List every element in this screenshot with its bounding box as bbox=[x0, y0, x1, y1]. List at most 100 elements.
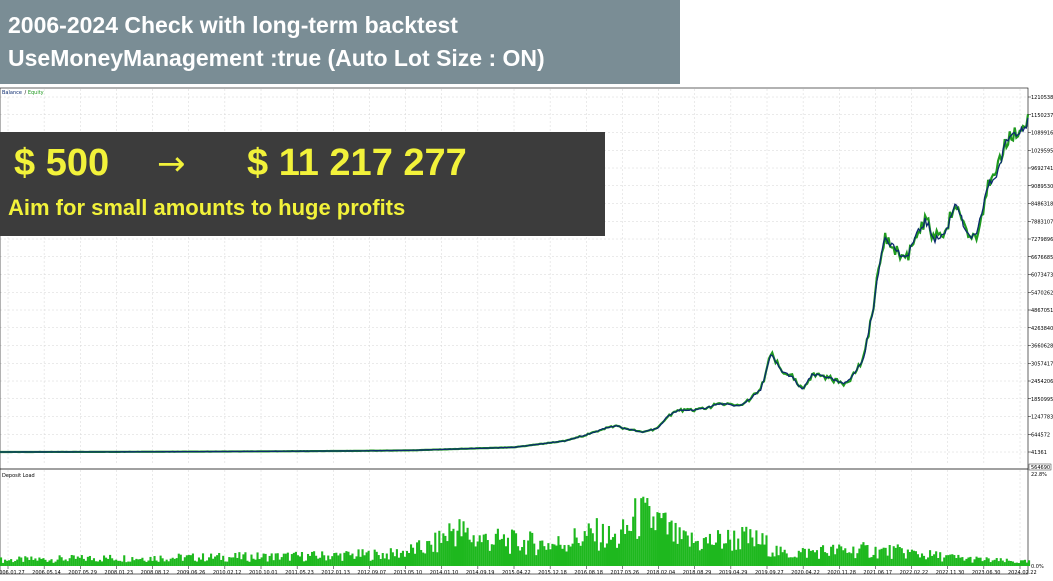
deposit-load-bar bbox=[559, 544, 562, 566]
deposit-load-bar bbox=[100, 561, 104, 566]
deposit-load-bar bbox=[834, 554, 837, 566]
deposit-load-bar bbox=[395, 549, 398, 566]
deposit-load-bar bbox=[733, 530, 736, 566]
deposit-load-bar bbox=[854, 558, 857, 566]
deposit-load-bar bbox=[1021, 560, 1025, 566]
deposit-load-bar bbox=[478, 535, 481, 566]
deposit-load-bar bbox=[1019, 560, 1023, 566]
deposit-load-bar bbox=[765, 535, 768, 566]
deposit-load-bar bbox=[448, 523, 451, 566]
deposit-load-bar bbox=[240, 559, 243, 566]
deposit-load-bar bbox=[313, 551, 316, 566]
deposit-load-bar bbox=[587, 523, 590, 566]
deposit-load-bar bbox=[807, 548, 810, 566]
deposit-load-bar bbox=[157, 561, 160, 566]
deposit-load-bar bbox=[339, 553, 342, 566]
deposit-load-bar bbox=[151, 560, 154, 566]
deposit-load-bar bbox=[323, 555, 326, 566]
x-tick-label: 2014.09.19 bbox=[466, 570, 495, 576]
deposit-load-bar bbox=[694, 541, 697, 566]
deposit-load-bar bbox=[702, 538, 705, 566]
deposit-load-bar bbox=[735, 549, 738, 566]
deposit-load-bar bbox=[391, 552, 394, 566]
deposit-load-bar bbox=[32, 559, 35, 566]
deposit-load-bar bbox=[498, 539, 501, 566]
deposit-load-bar bbox=[789, 557, 792, 566]
y-tick-label: 41361 bbox=[1031, 450, 1047, 456]
deposit-load-bar bbox=[331, 556, 334, 566]
y-tick-label: 1850995 bbox=[1031, 397, 1053, 403]
deposit-load-bar bbox=[533, 543, 536, 566]
deposit-load-bar bbox=[329, 559, 332, 566]
deposit-load-bar bbox=[866, 544, 869, 566]
deposit-load-bar bbox=[721, 548, 724, 566]
deposit-load-bar bbox=[191, 553, 194, 566]
deposit-load-bar bbox=[228, 557, 231, 566]
x-tick-label: 2018.02.04 bbox=[647, 570, 676, 576]
y-tick-label: 3660628 bbox=[1031, 344, 1053, 350]
deposit-load-bar bbox=[210, 553, 213, 566]
deposit-load-bar bbox=[153, 556, 156, 566]
deposit-load-bar bbox=[615, 547, 619, 566]
deposit-load-bar bbox=[2, 562, 5, 566]
deposit-load-bar bbox=[197, 557, 201, 566]
deposit-load-bar bbox=[203, 561, 207, 566]
header-banner: 2006-2024 Check with long-term backtest … bbox=[0, 0, 680, 84]
deposit-load-bar bbox=[670, 520, 673, 566]
deposit-load-bar bbox=[539, 540, 542, 566]
deposit-load-bar bbox=[252, 558, 255, 566]
deposit-load-bar bbox=[135, 558, 138, 566]
deposit-load-bar bbox=[119, 560, 122, 566]
deposit-load-bar bbox=[373, 549, 376, 566]
deposit-load-bar bbox=[712, 544, 716, 566]
deposit-load-bar bbox=[743, 531, 746, 566]
legend-equity: Equity bbox=[28, 90, 44, 96]
deposit-load-bar bbox=[385, 553, 388, 566]
deposit-load-bar bbox=[502, 534, 505, 566]
deposit-load-bar bbox=[494, 533, 497, 566]
deposit-load-bar bbox=[486, 540, 489, 566]
deposit-load-bar bbox=[971, 562, 974, 566]
deposit-load-bar bbox=[894, 547, 897, 566]
deposit-load-bar bbox=[573, 528, 576, 566]
deposit-load-bar bbox=[143, 560, 146, 566]
deposit-load-bar bbox=[14, 560, 17, 566]
deposit-load-bar bbox=[961, 557, 964, 566]
deposit-load-bar bbox=[226, 561, 229, 566]
deposit-load-bar bbox=[381, 553, 384, 566]
x-tick-label: 2020.11.28 bbox=[827, 570, 856, 576]
deposit-load-bar bbox=[127, 561, 130, 566]
deposit-load-bar bbox=[698, 550, 701, 566]
deposit-load-bar bbox=[824, 552, 827, 566]
deposit-load-bar bbox=[634, 498, 637, 566]
deposit-load-bar bbox=[939, 552, 942, 566]
deposit-load-bar bbox=[416, 542, 419, 566]
deposit-load-bar bbox=[78, 557, 81, 566]
deposit-load-bar bbox=[129, 561, 132, 566]
deposit-load-bar bbox=[454, 546, 457, 566]
start-amount: $ 500 bbox=[14, 142, 110, 184]
deposit-load-bar bbox=[115, 559, 118, 566]
deposit-load-bar bbox=[937, 557, 940, 566]
deposit-load-bar bbox=[836, 548, 839, 566]
y-axis: 12105386 11502375 10899163 10295952 9692741 9… bbox=[1028, 95, 1053, 471]
deposit-load-bar bbox=[571, 543, 574, 566]
deposit-load-bar bbox=[181, 560, 184, 566]
deposit-load-bar bbox=[781, 552, 784, 566]
deposit-load-bar bbox=[852, 546, 855, 566]
deposit-load-bar bbox=[577, 543, 580, 566]
deposit-load-bar bbox=[12, 562, 15, 566]
deposit-load-bar bbox=[403, 556, 407, 566]
deposit-load-bar bbox=[18, 556, 21, 566]
deposit-load-bar bbox=[22, 561, 25, 566]
deposit-load-bar bbox=[541, 540, 544, 566]
deposit-load-bar bbox=[557, 536, 560, 566]
deposit-load-bar bbox=[367, 550, 370, 566]
deposit-load-bar bbox=[957, 554, 960, 566]
deposit-load-bar bbox=[52, 562, 55, 566]
deposit-load-bar bbox=[515, 533, 518, 566]
deposit-load-bar bbox=[589, 528, 592, 566]
deposit-load-bar bbox=[819, 546, 823, 566]
y-tick-label: 7279896 bbox=[1031, 237, 1053, 243]
